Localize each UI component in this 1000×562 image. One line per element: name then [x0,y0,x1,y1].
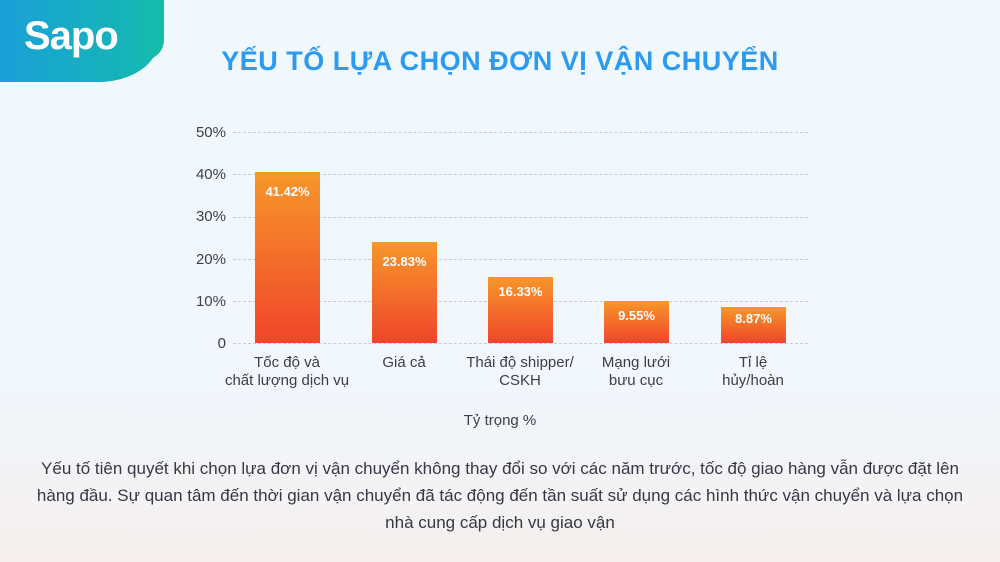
x-label-line: Mạng lưới [601,354,671,371]
x-label-line: Thái độ shipper/ [466,354,574,371]
x-axis-title: Tỷ trọng % [463,412,537,429]
description-text: Yếu tố tiên quyết khi chọn lựa đơn vị vậ… [36,459,964,532]
x-label-mang-luoi: Mạng lưới bưu cục [561,354,711,390]
x-label-line: CSKH [499,372,541,389]
y-tick-20: 20% [195,251,226,268]
bar-ti-le-huy: 8.87% [721,307,786,343]
bar-value-label: 16.33% [498,284,543,299]
y-tick-40: 40% [195,166,226,183]
y-tick-0: 0 [217,335,226,352]
gridline [233,217,808,218]
x-label-line: chất lượng dịch vụ [224,372,350,389]
x-label-line: Tốc độ và [254,354,320,371]
x-label-line: hủy/hoàn [722,372,784,389]
bar-toc-do: 41.42% [255,172,320,343]
x-label-ti-le: Tỉ lệ hủy/hoàn [678,354,828,390]
bar-gia-ca: 23.83% [372,242,437,343]
bar-chart: 50% 40% 30% 20% 10% 0 41.42% 23.83% 16.3… [195,124,828,429]
y-tick-10: 10% [195,293,226,310]
gridline [233,259,808,260]
bar-value-label: 9.55% [618,308,655,323]
x-label-gia-ca: Giá cả [329,354,479,372]
bar-value-label: 41.42% [265,184,310,199]
x-label-line: bưu cục [608,372,664,389]
logo-background [0,0,164,82]
x-label-line: Giá cả [382,354,426,371]
bar-value-label: 8.87% [735,311,772,326]
sapo-logo: Sapo [24,14,119,58]
x-label-thai-do: Thái độ shipper/ CSKH [445,354,595,390]
bar-value-label: 23.83% [382,254,427,269]
bar-thai-do-shipper: 16.33% [488,277,553,343]
y-tick-50: 50% [195,124,226,141]
gridline [233,132,808,133]
bar-mang-luoi: 9.55% [604,301,669,343]
chart-title: YẾU TỐ LỰA CHỌN ĐƠN VỊ VẬN CHUYỂN [221,46,779,76]
gridline [233,174,808,175]
y-tick-30: 30% [195,208,226,225]
gridline-baseline [233,343,808,344]
x-label-toc-do: Tốc độ và chất lượng dịch vụ [212,354,362,390]
x-label-line: Tỉ lệ [738,354,768,371]
